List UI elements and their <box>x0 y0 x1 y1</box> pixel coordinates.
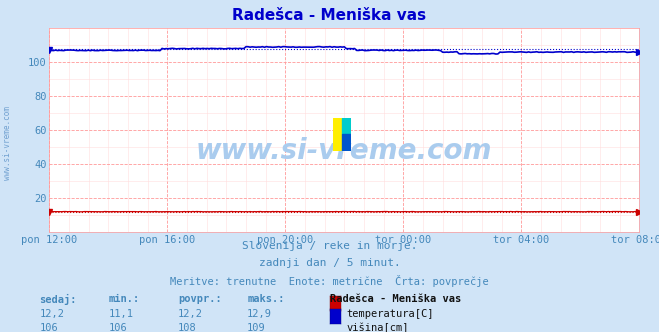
Text: www.si-vreme.com: www.si-vreme.com <box>196 137 492 165</box>
Text: 106: 106 <box>109 323 127 332</box>
Text: 108: 108 <box>178 323 196 332</box>
Text: Slovenija / reke in morje.: Slovenija / reke in morje. <box>242 241 417 251</box>
Bar <box>333 118 342 151</box>
Text: sedaj:: sedaj: <box>40 294 77 305</box>
Text: zadnji dan / 5 minut.: zadnji dan / 5 minut. <box>258 258 401 268</box>
Bar <box>342 118 351 134</box>
Text: 12,2: 12,2 <box>178 309 203 319</box>
Text: www.si-vreme.com: www.si-vreme.com <box>3 106 13 180</box>
Text: povpr.:: povpr.: <box>178 294 221 304</box>
Text: Meritve: trenutne  Enote: metrične  Črta: povprečje: Meritve: trenutne Enote: metrične Črta: … <box>170 275 489 287</box>
Text: maks.:: maks.: <box>247 294 285 304</box>
Text: Radešca - Meniška vas: Radešca - Meniška vas <box>330 294 461 304</box>
Text: višina[cm]: višina[cm] <box>347 323 409 332</box>
Text: 12,9: 12,9 <box>247 309 272 319</box>
Text: 11,1: 11,1 <box>109 309 134 319</box>
Text: min.:: min.: <box>109 294 140 304</box>
Text: Radešca - Meniška vas: Radešca - Meniška vas <box>233 8 426 23</box>
Bar <box>342 134 351 151</box>
Text: 106: 106 <box>40 323 58 332</box>
Text: 12,2: 12,2 <box>40 309 65 319</box>
Text: 109: 109 <box>247 323 266 332</box>
Text: temperatura[C]: temperatura[C] <box>347 309 434 319</box>
